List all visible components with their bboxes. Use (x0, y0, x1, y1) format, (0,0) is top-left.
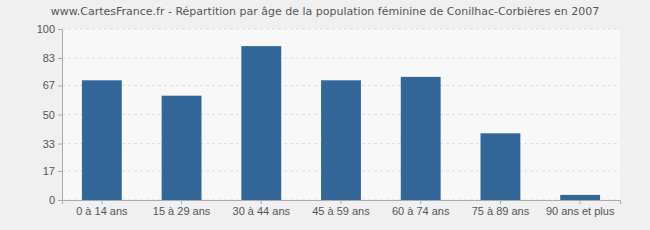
grid-line (62, 58, 620, 59)
bar (560, 195, 600, 200)
x-tick: 45 à 59 ans (312, 200, 370, 217)
x-tick-label: 45 à 59 ans (312, 205, 370, 217)
y-tick-mark (58, 115, 62, 116)
y-tick-label: 33 (43, 138, 55, 150)
plot: 0 17 33 50 67 83 100 0 à 14 ans 15 à 29 ans 30 à … (37, 23, 621, 217)
y-tick: 83 (43, 52, 62, 64)
x-axis-line (63, 201, 621, 205)
y-tick: 100 (37, 23, 62, 35)
x-tick: 60 à 74 ans (392, 200, 450, 217)
y-tick-mark (58, 29, 62, 30)
y-tick-mark (58, 171, 62, 172)
x-tick-label: 15 à 29 ans (153, 205, 211, 217)
y-tick: 0 (49, 194, 62, 206)
y-tick-label: 100 (37, 23, 55, 35)
y-tick-label: 17 (43, 165, 55, 177)
x-tick: 90 ans et plus (546, 200, 615, 217)
x-tick-label: 75 à 89 ans (472, 205, 530, 217)
y-tick: 67 (43, 79, 62, 91)
y-tick: 17 (43, 165, 62, 177)
x-axis: 0 à 14 ans 15 à 29 ans 30 à 44 ans 45 à 59 … (63, 200, 621, 217)
y-tick-label: 83 (43, 52, 55, 64)
y-tick-label: 0 (49, 194, 55, 206)
x-tick: 15 à 29 ans (153, 200, 211, 217)
x-tick-mark (261, 200, 262, 204)
y-tick-mark (58, 200, 62, 201)
x-tick: 75 à 89 ans (472, 200, 530, 217)
y-tick: 50 (43, 109, 62, 121)
x-tick: 30 à 44 ans (233, 200, 291, 217)
title: www.CartesFrance.fr - Répartition par âg… (51, 5, 599, 18)
background (0, 0, 650, 230)
x-tick-mark (181, 200, 182, 204)
bar (401, 77, 441, 200)
y-tick-label: 50 (43, 109, 55, 121)
y-tick: 33 (43, 138, 62, 150)
bar (162, 96, 202, 200)
grid (62, 29, 620, 200)
y-tick-mark (58, 58, 62, 59)
chart: www.CartesFrance.fr - Répartition par âg… (0, 0, 650, 230)
x-tick-label: 30 à 44 ans (233, 205, 291, 217)
grid-line (62, 29, 620, 30)
plot-background (62, 29, 620, 200)
y-tick-mark (58, 85, 62, 86)
x-tick-mark (580, 200, 581, 204)
y-tick-mark (58, 144, 62, 145)
y-axis: 0 17 33 50 67 83 100 (37, 23, 63, 206)
x-tick-mark (101, 200, 102, 204)
x-tick-label: 0 à 14 ans (76, 205, 128, 217)
bar (82, 80, 122, 200)
bar (241, 46, 281, 200)
bars (82, 46, 600, 200)
x-tick-label: 60 à 74 ans (392, 205, 450, 217)
x-tick-mark (420, 200, 421, 204)
bar (321, 80, 361, 200)
y-axis-line (58, 30, 63, 201)
x-tick: 0 à 14 ans (76, 200, 128, 217)
y-tick-label: 67 (43, 79, 55, 91)
x-tick-mark (500, 200, 501, 204)
x-tick-mark (341, 200, 342, 204)
bar (481, 133, 521, 200)
x-tick-label: 90 ans et plus (546, 205, 615, 217)
